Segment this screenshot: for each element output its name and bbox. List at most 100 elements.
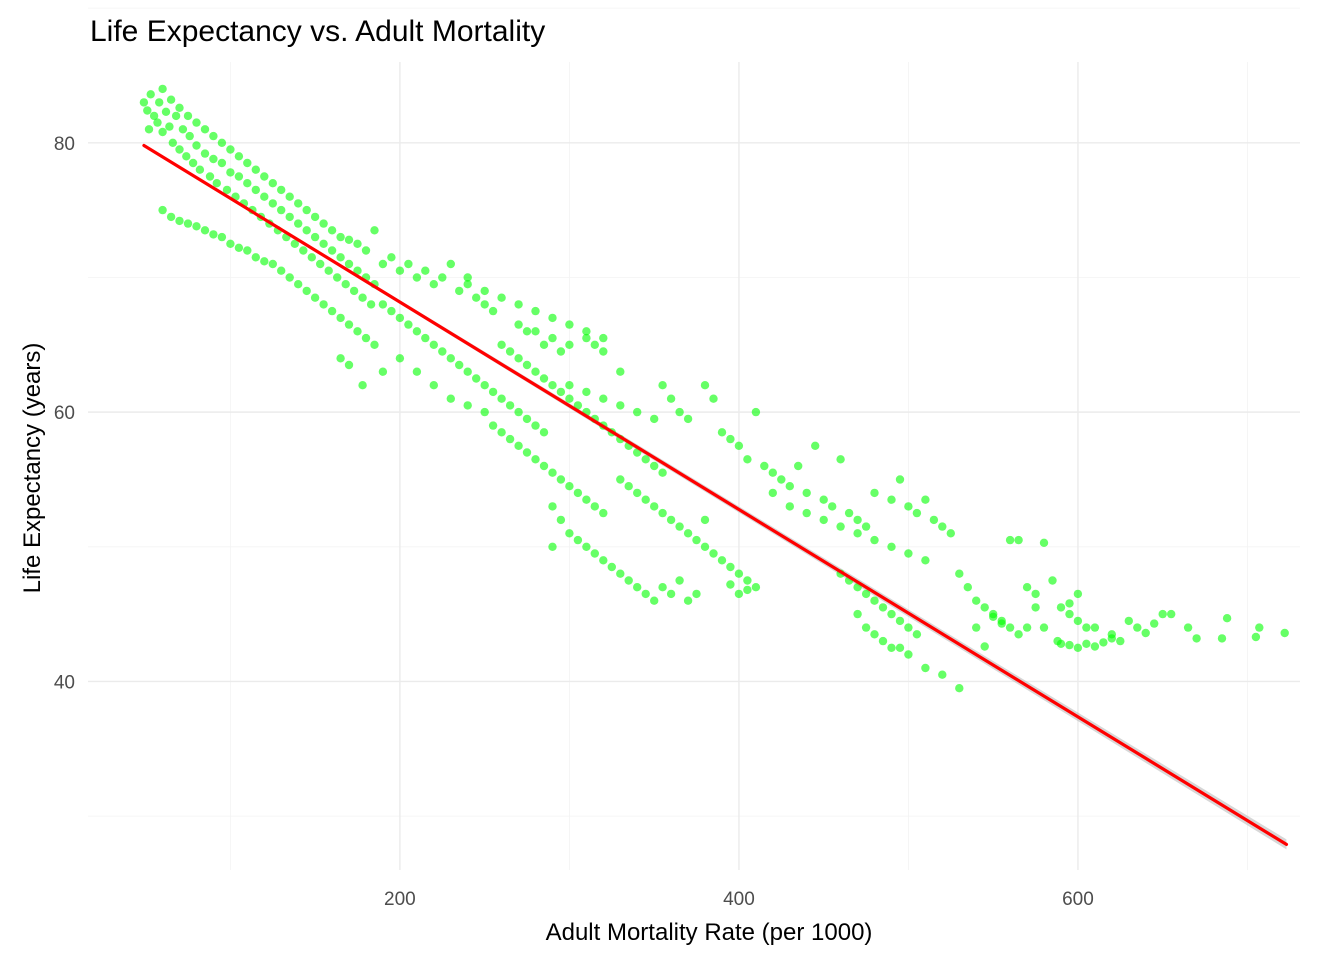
- data-point-37: [277, 205, 286, 215]
- data-point-361: [1073, 589, 1083, 599]
- data-point-275: [675, 576, 684, 585]
- data-point-169: [599, 508, 608, 518]
- data-point-75: [285, 273, 294, 282]
- data-point-46: [316, 259, 325, 269]
- data-point-331: [1014, 535, 1023, 545]
- data-point-357: [1222, 614, 1232, 623]
- data-point-194: [590, 340, 599, 349]
- data-point-105: [285, 192, 294, 201]
- data-point-53: [344, 259, 354, 269]
- data-point-352: [1158, 609, 1167, 619]
- data-point-322: [980, 603, 989, 612]
- data-point-114: [361, 246, 371, 255]
- data-point-29: [243, 179, 252, 188]
- data-point-200: [463, 280, 472, 289]
- data-point-263: [573, 535, 583, 545]
- data-point-312: [887, 643, 896, 652]
- data-point-156: [488, 421, 498, 430]
- data-point-198: [539, 340, 549, 349]
- data-point-166: [573, 488, 583, 498]
- data-point-155: [480, 407, 489, 417]
- data-point-6: [155, 98, 164, 107]
- data-point-195: [599, 347, 608, 356]
- data-point-341: [1065, 640, 1074, 650]
- data-point-265: [590, 549, 599, 558]
- data-point-24: [222, 185, 232, 195]
- data-point-355: [1192, 634, 1201, 643]
- data-point-148: [531, 421, 540, 430]
- data-point-131: [387, 306, 396, 316]
- data-point-305: [878, 603, 888, 612]
- data-point-283: [819, 515, 828, 525]
- data-point-217: [666, 394, 676, 403]
- data-point-64: [192, 222, 201, 231]
- data-point-367: [989, 612, 998, 621]
- data-point-117: [387, 253, 396, 262]
- data-point-266: [599, 556, 608, 565]
- data-point-221: [709, 394, 718, 403]
- regression-line: [142, 143, 1289, 847]
- data-point-204: [531, 306, 540, 316]
- data-point-79: [319, 300, 328, 309]
- data-point-104: [277, 185, 286, 195]
- data-point-255: [743, 576, 752, 585]
- data-point-231: [794, 461, 803, 471]
- data-point-214: [633, 407, 642, 417]
- data-point-93: [183, 111, 193, 121]
- data-point-348: [1124, 616, 1134, 626]
- data-point-89: [336, 354, 345, 363]
- data-point-290: [870, 488, 879, 498]
- data-points: [139, 84, 1289, 693]
- data-point-192: [565, 340, 574, 349]
- data-point-306: [887, 609, 896, 619]
- data-point-49: [327, 246, 337, 255]
- data-point-2: [146, 90, 155, 99]
- data-point-70: [243, 246, 252, 255]
- data-point-168: [590, 502, 599, 511]
- data-point-31: [251, 185, 260, 195]
- data-point-245: [658, 508, 667, 518]
- data-point-73: [268, 259, 277, 269]
- data-point-264: [582, 542, 591, 551]
- data-point-16: [188, 158, 198, 168]
- data-point-230: [785, 482, 794, 491]
- data-point-273: [658, 583, 667, 592]
- data-point-260: [548, 502, 557, 511]
- data-point-284: [836, 522, 845, 531]
- data-point-314: [921, 663, 930, 673]
- data-point-337: [1065, 609, 1074, 619]
- data-point-344: [1090, 642, 1100, 651]
- data-point-359: [1255, 623, 1264, 632]
- data-point-219: [683, 414, 693, 424]
- y-tick-label-1: 60: [54, 403, 75, 424]
- data-point-197: [522, 327, 532, 336]
- data-point-342: [1073, 643, 1083, 652]
- data-point-320: [963, 583, 972, 592]
- data-point-252: [717, 556, 727, 565]
- data-point-335: [1048, 576, 1057, 585]
- data-point-171: [505, 347, 515, 356]
- data-point-364: [1107, 630, 1117, 639]
- data-point-294: [912, 508, 922, 518]
- data-point-111: [336, 232, 345, 242]
- data-point-163: [548, 468, 557, 477]
- data-point-291: [887, 495, 896, 504]
- data-point-281: [785, 502, 794, 511]
- data-point-334: [1039, 538, 1049, 547]
- data-point-299: [955, 569, 964, 578]
- data-point-127: [472, 293, 481, 302]
- data-point-74: [277, 266, 286, 275]
- data-point-76: [294, 280, 303, 289]
- data-point-297: [938, 522, 947, 531]
- data-point-339: [1082, 623, 1091, 632]
- data-point-85: [370, 340, 379, 349]
- data-point-247: [675, 522, 684, 531]
- data-point-199: [556, 347, 566, 356]
- data-point-256: [751, 583, 761, 592]
- data-point-289: [921, 556, 930, 565]
- data-point-122: [429, 280, 438, 289]
- x-axis-title: Adult Mortality Rate (per 1000): [546, 919, 873, 946]
- data-point-68: [226, 239, 235, 248]
- data-point-349: [1133, 623, 1142, 632]
- data-point-336: [1056, 603, 1066, 612]
